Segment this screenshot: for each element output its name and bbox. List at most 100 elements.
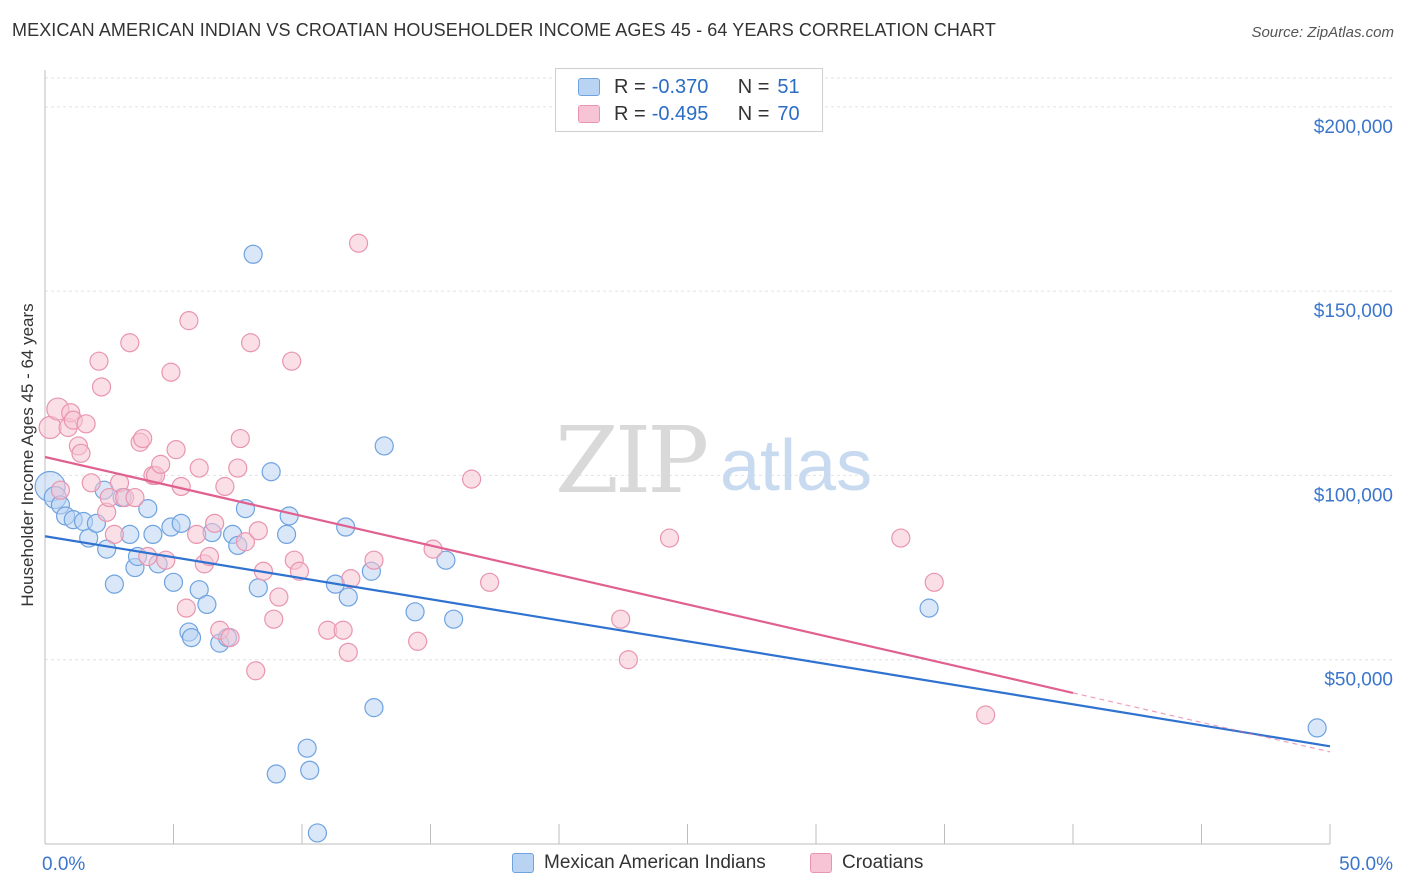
point-croatian [176,598,196,618]
point-croatian [138,546,158,567]
legend-item-mexican-american-indians: Mexican American Indians [512,852,766,874]
point-mexican-american-indian [919,598,939,618]
point-croatian [264,609,284,629]
n-value: 70 [777,102,800,125]
point-croatian [423,539,443,559]
stats-legend: R = -0.370 N = 51 R = -0.495 N = 70 [555,68,823,132]
point-croatian [289,561,310,581]
point-mexican-american-indian [261,462,281,482]
point-croatian [161,362,181,382]
point-mexican-american-indian [243,244,263,264]
n-label: N = [737,75,770,98]
trend-lines [44,455,1331,753]
x-tick-label: 0.0% [42,854,85,875]
point-mexican-american-indian [436,550,456,570]
legend-label: Mexican American Indians [544,852,766,873]
source-label: Source: ZipAtlas.com [1251,24,1394,41]
point-croatian [179,311,199,331]
legend-swatch-pink [578,105,600,123]
y-tick-label: $150,000 [1314,301,1393,322]
point-croatian [618,650,638,670]
point-mexican-american-indian [276,524,297,545]
point-croatian [333,620,353,640]
point-croatian [120,333,140,353]
point-croatian [125,487,145,508]
point-mexican-american-indian [444,609,464,629]
point-croatian [91,377,112,397]
point-croatian [338,642,358,662]
tick-labels: $200,000 $150,000 $100,000 $50,000 0.0% 50.0% [42,117,1393,875]
data-points [34,233,1327,843]
point-croatian [187,524,207,545]
r-label: R = [614,102,646,125]
point-croatian [282,351,302,371]
point-croatian [341,569,361,589]
point-croatian [199,546,220,567]
point-croatian [924,572,944,592]
point-croatian [230,428,250,449]
chart-title: MEXICAN AMERICAN INDIAN VS CROATIAN HOUS… [12,20,996,40]
r-value: -0.495 [651,102,709,125]
watermark-atlas: atlas [720,426,872,506]
point-mexican-american-indian [338,587,358,607]
point-croatian [81,473,101,493]
legend-label: Croatians [842,852,924,873]
watermark: ZIP atlas [555,407,872,514]
point-mexican-american-indian [143,524,163,545]
point-croatian [89,351,109,371]
point-croatian [462,469,482,489]
trend-line-croatians [44,455,1074,694]
point-croatian [659,528,680,548]
trend-line-croatians-extrapolated [1072,692,1331,753]
point-mexican-american-indian [266,764,286,784]
point-croatian [241,333,261,353]
x-tick-label: 50.0% [1339,854,1393,875]
point-mexican-american-indian [163,572,184,592]
point-mexican-american-indian [138,499,158,519]
y-tick-label: $200,000 [1314,117,1393,138]
point-croatian [248,521,268,541]
point-croatian [189,458,209,478]
watermark-zip: ZIP [555,407,706,514]
point-mexican-american-indian [104,574,124,594]
legend-item-croatians: Croatians [810,852,923,874]
n-value: 51 [777,75,800,98]
legend-row-mexican-american-indians: R = -0.370 N = 51 [578,74,800,100]
point-mexican-american-indian [1307,718,1327,738]
point-croatian [151,454,171,474]
point-croatian [205,513,225,533]
point-mexican-american-indian [297,738,317,758]
point-mexican-american-indian [364,698,384,718]
point-croatian [364,550,384,570]
legend-swatch-pink [810,853,832,873]
point-mexican-american-indian [300,760,320,780]
point-croatian [220,627,240,648]
n-label: N = [737,102,770,125]
point-mexican-american-indian [171,513,191,533]
point-croatian [408,631,428,651]
series-legend: Mexican American Indians Croatians [0,852,1406,878]
point-croatian [104,524,124,545]
point-croatian [235,532,256,552]
legend-row-croatians: R = -0.495 N = 70 [578,101,800,127]
point-croatian [76,414,96,434]
point-mexican-american-indian [405,602,425,622]
gridlines [45,77,1395,661]
point-croatian [269,587,289,607]
point-croatian [228,458,248,478]
y-tick-label: $100,000 [1314,485,1393,506]
point-croatian [215,476,235,497]
legend-swatch-blue [512,853,534,873]
point-croatian [50,480,71,500]
point-mexican-american-indian [189,580,209,600]
y-tick-label: $50,000 [1324,670,1393,691]
point-croatian [133,428,153,449]
legend-swatch-blue [578,78,600,96]
point-croatian [976,705,996,725]
point-mexican-american-indian [374,436,394,456]
point-mexican-american-indian [307,823,328,843]
r-label: R = [614,75,646,98]
point-mexican-american-indian [248,578,268,598]
point-croatian [71,443,91,463]
